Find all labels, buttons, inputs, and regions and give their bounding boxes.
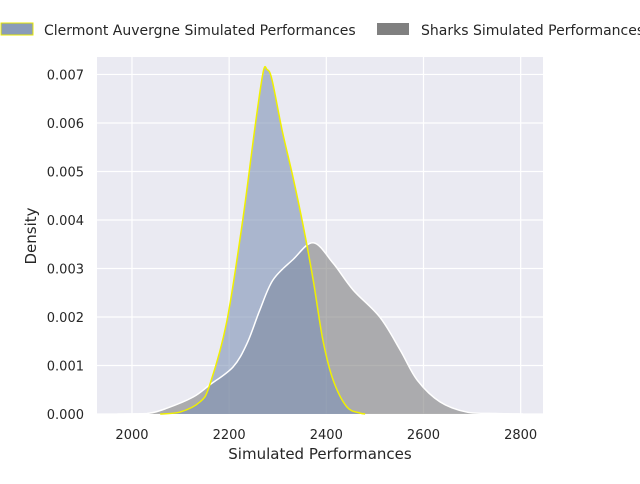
legend-label-sharks: Sharks Simulated Performances — [421, 23, 640, 39]
y-tick-labels: 0.000 0.001 0.002 0.003 0.004 0.005 0.006 0.007 — [47, 68, 84, 423]
x-axis-label: Simulated Performances — [228, 445, 412, 463]
area-clermont — [160, 66, 366, 414]
x-tick-label: 2400 — [310, 428, 343, 443]
y-tick-label: 0.007 — [47, 68, 84, 83]
y-tick-label: 0.000 — [47, 408, 84, 423]
x-tick-label: 2600 — [407, 428, 440, 443]
x-tick-label: 2800 — [504, 428, 537, 443]
y-tick-label: 0.005 — [47, 165, 84, 180]
legend-patch-clermont — [0, 22, 34, 36]
y-tick-label: 0.006 — [47, 117, 84, 132]
y-tick-label: 0.004 — [47, 214, 84, 229]
y-tick-label: 0.001 — [47, 359, 84, 374]
y-axis-label: Density — [22, 207, 40, 264]
grid — [97, 57, 543, 415]
x-tick-labels: 2000 2200 2400 2600 2800 — [115, 428, 537, 443]
y-tick-label: 0.002 — [47, 311, 84, 326]
y-tick-label: 0.003 — [47, 262, 84, 277]
legend-label-clermont: Clermont Auvergne Simulated Performances — [44, 23, 356, 39]
legend-patch-sharks — [377, 23, 409, 35]
x-tick-label: 2200 — [213, 428, 246, 443]
density-areas — [117, 65, 524, 415]
line-sharks — [117, 242, 524, 415]
line-clermont — [160, 65, 366, 415]
legend: Clermont Auvergne Simulated Performances… — [0, 22, 640, 39]
x-tick-label: 2000 — [115, 428, 148, 443]
